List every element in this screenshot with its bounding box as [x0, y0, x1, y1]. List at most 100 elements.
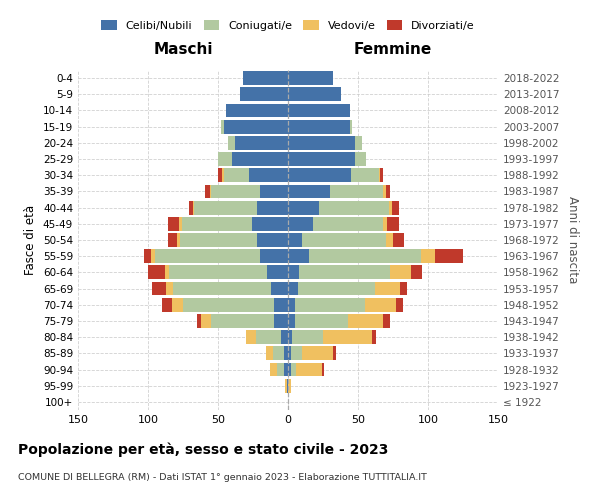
Bar — [386, 233, 393, 247]
Bar — [296, 362, 322, 376]
Bar — [180, 233, 257, 247]
Bar — [288, 120, 350, 134]
Text: COMUNE DI BELLEGRA (RM) - Dati ISTAT 1° gennaio 2023 - Elaborazione TUTTITALIA.I: COMUNE DI BELLEGRA (RM) - Dati ISTAT 1° … — [18, 472, 427, 482]
Bar — [211, 314, 274, 328]
Bar — [322, 362, 325, 376]
Bar — [201, 314, 211, 328]
Bar — [178, 233, 180, 247]
Bar — [197, 314, 201, 328]
Bar — [288, 379, 291, 392]
Bar — [224, 120, 288, 134]
Bar — [302, 346, 333, 360]
Bar — [411, 266, 422, 280]
Bar — [151, 250, 155, 263]
Bar — [288, 266, 299, 280]
Bar — [241, 88, 288, 101]
Bar — [383, 184, 386, 198]
Bar — [267, 266, 288, 280]
Bar — [226, 104, 288, 118]
Bar — [257, 233, 288, 247]
Bar — [435, 250, 463, 263]
Bar — [243, 71, 288, 85]
Bar — [383, 217, 388, 230]
Bar — [148, 266, 165, 280]
Bar — [218, 152, 232, 166]
Bar — [330, 184, 383, 198]
Bar — [167, 233, 178, 247]
Bar — [287, 379, 288, 392]
Bar — [166, 282, 173, 296]
Bar — [257, 200, 288, 214]
Bar — [380, 168, 383, 182]
Bar — [393, 233, 404, 247]
Bar — [256, 330, 281, 344]
Bar — [302, 233, 386, 247]
Bar — [288, 168, 351, 182]
Bar — [288, 104, 350, 118]
Bar — [260, 250, 288, 263]
Y-axis label: Fasce di età: Fasce di età — [25, 205, 37, 275]
Text: Maschi: Maschi — [153, 42, 213, 57]
Bar — [211, 184, 260, 198]
Bar — [288, 282, 298, 296]
Bar — [350, 120, 352, 134]
Bar — [288, 330, 292, 344]
Bar — [284, 362, 288, 376]
Bar — [284, 346, 288, 360]
Bar — [288, 217, 313, 230]
Bar — [333, 346, 335, 360]
Bar — [348, 314, 383, 328]
Bar — [281, 330, 288, 344]
Bar — [288, 346, 291, 360]
Bar — [182, 217, 251, 230]
Bar — [194, 200, 257, 214]
Bar — [288, 152, 355, 166]
Bar — [224, 168, 249, 182]
Bar — [365, 298, 396, 312]
Bar — [383, 314, 390, 328]
Text: Popolazione per età, sesso e stato civile - 2023: Popolazione per età, sesso e stato civil… — [18, 442, 388, 457]
Bar — [209, 184, 211, 198]
Bar — [288, 314, 295, 328]
Bar — [288, 88, 341, 101]
Text: Femmine: Femmine — [354, 42, 432, 57]
Bar — [291, 346, 302, 360]
Bar — [167, 217, 179, 230]
Bar — [152, 282, 166, 296]
Bar — [183, 298, 274, 312]
Bar — [272, 346, 284, 360]
Bar — [295, 298, 365, 312]
Bar — [288, 184, 330, 198]
Bar — [205, 184, 209, 198]
Bar — [319, 200, 389, 214]
Bar — [251, 217, 288, 230]
Bar — [285, 379, 287, 392]
Bar — [295, 314, 348, 328]
Bar — [375, 282, 400, 296]
Bar — [355, 152, 367, 166]
Bar — [389, 200, 392, 214]
Bar — [155, 250, 260, 263]
Bar — [288, 233, 302, 247]
Bar — [172, 298, 183, 312]
Bar — [270, 362, 277, 376]
Bar — [188, 200, 193, 214]
Bar — [169, 266, 267, 280]
Bar — [246, 330, 256, 344]
Bar — [288, 136, 355, 149]
Bar — [288, 71, 333, 85]
Bar — [386, 184, 390, 198]
Bar — [218, 168, 222, 182]
Bar — [323, 330, 372, 344]
Bar — [173, 282, 271, 296]
Bar — [298, 282, 375, 296]
Bar — [274, 314, 288, 328]
Bar — [249, 168, 288, 182]
Bar — [266, 346, 272, 360]
Bar — [235, 136, 288, 149]
Bar — [400, 282, 407, 296]
Bar — [165, 266, 169, 280]
Bar — [351, 168, 379, 182]
Y-axis label: Anni di nascita: Anni di nascita — [566, 196, 579, 284]
Bar — [221, 120, 224, 134]
